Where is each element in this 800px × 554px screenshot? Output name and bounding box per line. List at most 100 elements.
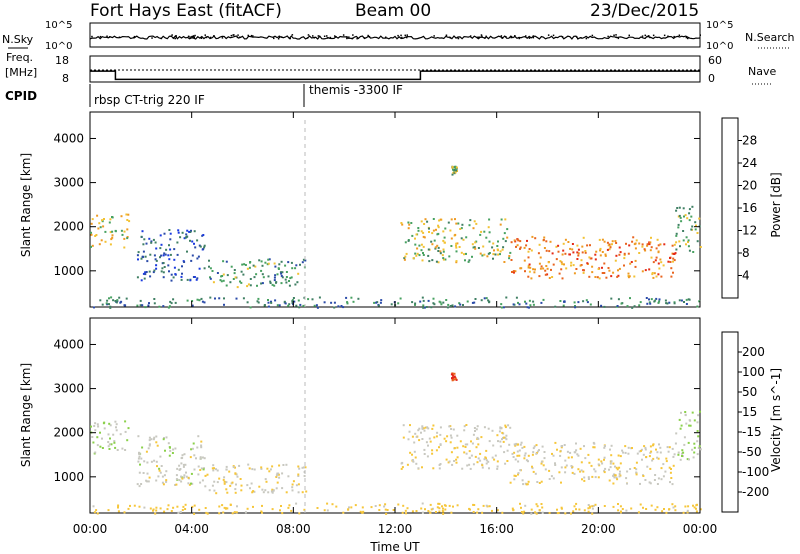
range-gate-cell	[455, 166, 458, 169]
range-gate-cell	[439, 443, 442, 446]
range-gate-cell	[543, 236, 546, 239]
range-gate-cell	[410, 222, 413, 224]
range-gate-cell	[523, 454, 526, 457]
range-gate-cell	[235, 473, 238, 476]
range-gate-cell	[579, 470, 582, 473]
range-gate-cell	[289, 277, 292, 280]
range-gate-cell	[480, 299, 483, 302]
range-gate-cell	[261, 488, 264, 491]
range-gate-cell	[680, 220, 683, 223]
range-gate-cell	[143, 277, 146, 280]
range-gate-cell	[655, 297, 658, 300]
range-gate-cell	[178, 464, 181, 467]
range-gate-cell	[432, 424, 435, 427]
range-gate-cell	[246, 285, 249, 288]
nsearch-point	[236, 36, 239, 39]
range-gate-cell	[175, 478, 178, 481]
range-gate-cell	[270, 490, 273, 493]
range-gate-cell	[188, 230, 191, 233]
range-gate-cell	[209, 276, 211, 279]
range-gate-cell	[660, 467, 663, 470]
range-gate-cell	[483, 230, 486, 233]
range-gate-cell	[350, 506, 353, 509]
range-gate-cell	[492, 444, 495, 447]
beam-label: Beam 00	[355, 1, 431, 21]
range-gate-cell	[127, 213, 130, 216]
range-gate-cell	[617, 509, 620, 512]
range-gate-cell	[697, 435, 700, 438]
range-gate-cell	[187, 482, 190, 485]
range-gate-cell	[402, 504, 405, 507]
range-gate-cell	[199, 457, 202, 460]
range-gate-cell	[509, 251, 512, 254]
range-gate-cell	[576, 244, 579, 247]
range-gate-cell	[644, 448, 647, 451]
range-gate-cell	[285, 271, 288, 273]
range-gate-cell	[267, 305, 270, 308]
range-gate-cell	[672, 271, 674, 274]
range-gate-cell	[139, 304, 142, 307]
range-gate-cell	[487, 252, 490, 255]
range-gate-cell	[455, 260, 458, 263]
range-gate-cell	[597, 463, 600, 466]
range-gate-cell	[603, 458, 605, 461]
range-gate-cell	[361, 506, 364, 509]
range-gate-cell	[95, 509, 98, 512]
range-gate-cell	[239, 478, 242, 480]
range-gate-cell	[431, 243, 434, 246]
power-scatter	[90, 165, 702, 309]
range-gate-cell	[123, 304, 126, 307]
range-gate-cell	[500, 306, 503, 309]
range-gate-cell	[448, 460, 451, 463]
range-gate-cell	[559, 454, 562, 457]
nsearch-point	[346, 37, 348, 40]
range-gate-cell	[439, 426, 442, 429]
range-gate-cell	[573, 505, 576, 508]
range-gate-cell	[144, 271, 147, 274]
range-gate-cell	[211, 467, 214, 470]
range-gate-cell	[669, 471, 672, 474]
range-gate-cell	[180, 475, 183, 478]
nsearch-tick-bottom: 10^0	[706, 41, 733, 52]
range-gate-cell	[693, 442, 696, 445]
range-gate-cell	[450, 436, 453, 439]
range-gate-cell	[554, 464, 557, 466]
range-gate-cell	[403, 257, 406, 260]
range-gate-cell	[405, 512, 407, 515]
range-gate-cell	[468, 450, 471, 453]
nsearch-tick-top: 10^5	[706, 20, 733, 31]
range-gate-cell	[113, 441, 116, 444]
range-gate-cell	[401, 511, 404, 514]
range-gate-cell	[698, 217, 701, 220]
range-gate-cell	[633, 305, 636, 308]
range-gate-cell	[442, 248, 445, 251]
range-gate-cell	[688, 298, 691, 301]
nsearch-point	[205, 36, 208, 39]
nsearch-point	[615, 36, 617, 38]
range-gate-cell	[525, 459, 528, 462]
range-gate-cell	[226, 274, 229, 277]
range-gate-cell	[660, 478, 663, 481]
range-gate-cell	[461, 467, 464, 470]
range-gate-cell	[202, 234, 205, 236]
range-gate-cell	[472, 463, 475, 466]
range-gate-cell	[296, 281, 299, 284]
range-gate-cell	[644, 446, 647, 449]
range-gate-cell	[632, 236, 635, 239]
range-gate-cell	[582, 300, 585, 303]
range-gate-cell	[179, 468, 182, 470]
range-gate-cell	[213, 489, 216, 492]
range-gate-cell	[450, 451, 453, 454]
range-gate-cell	[392, 509, 395, 511]
range-gate-cell	[522, 483, 525, 486]
range-gate-cell	[254, 265, 257, 268]
range-gate-cell	[422, 235, 425, 238]
range-gate-cell	[672, 260, 674, 263]
range-gate-cell	[264, 478, 267, 481]
nsearch-point	[528, 37, 531, 39]
nsearch-point	[652, 34, 655, 37]
range-gate-cell	[236, 505, 238, 508]
range-gate-cell	[506, 449, 509, 452]
range-gate-cell	[454, 305, 457, 308]
range-gate-cell	[600, 460, 603, 463]
